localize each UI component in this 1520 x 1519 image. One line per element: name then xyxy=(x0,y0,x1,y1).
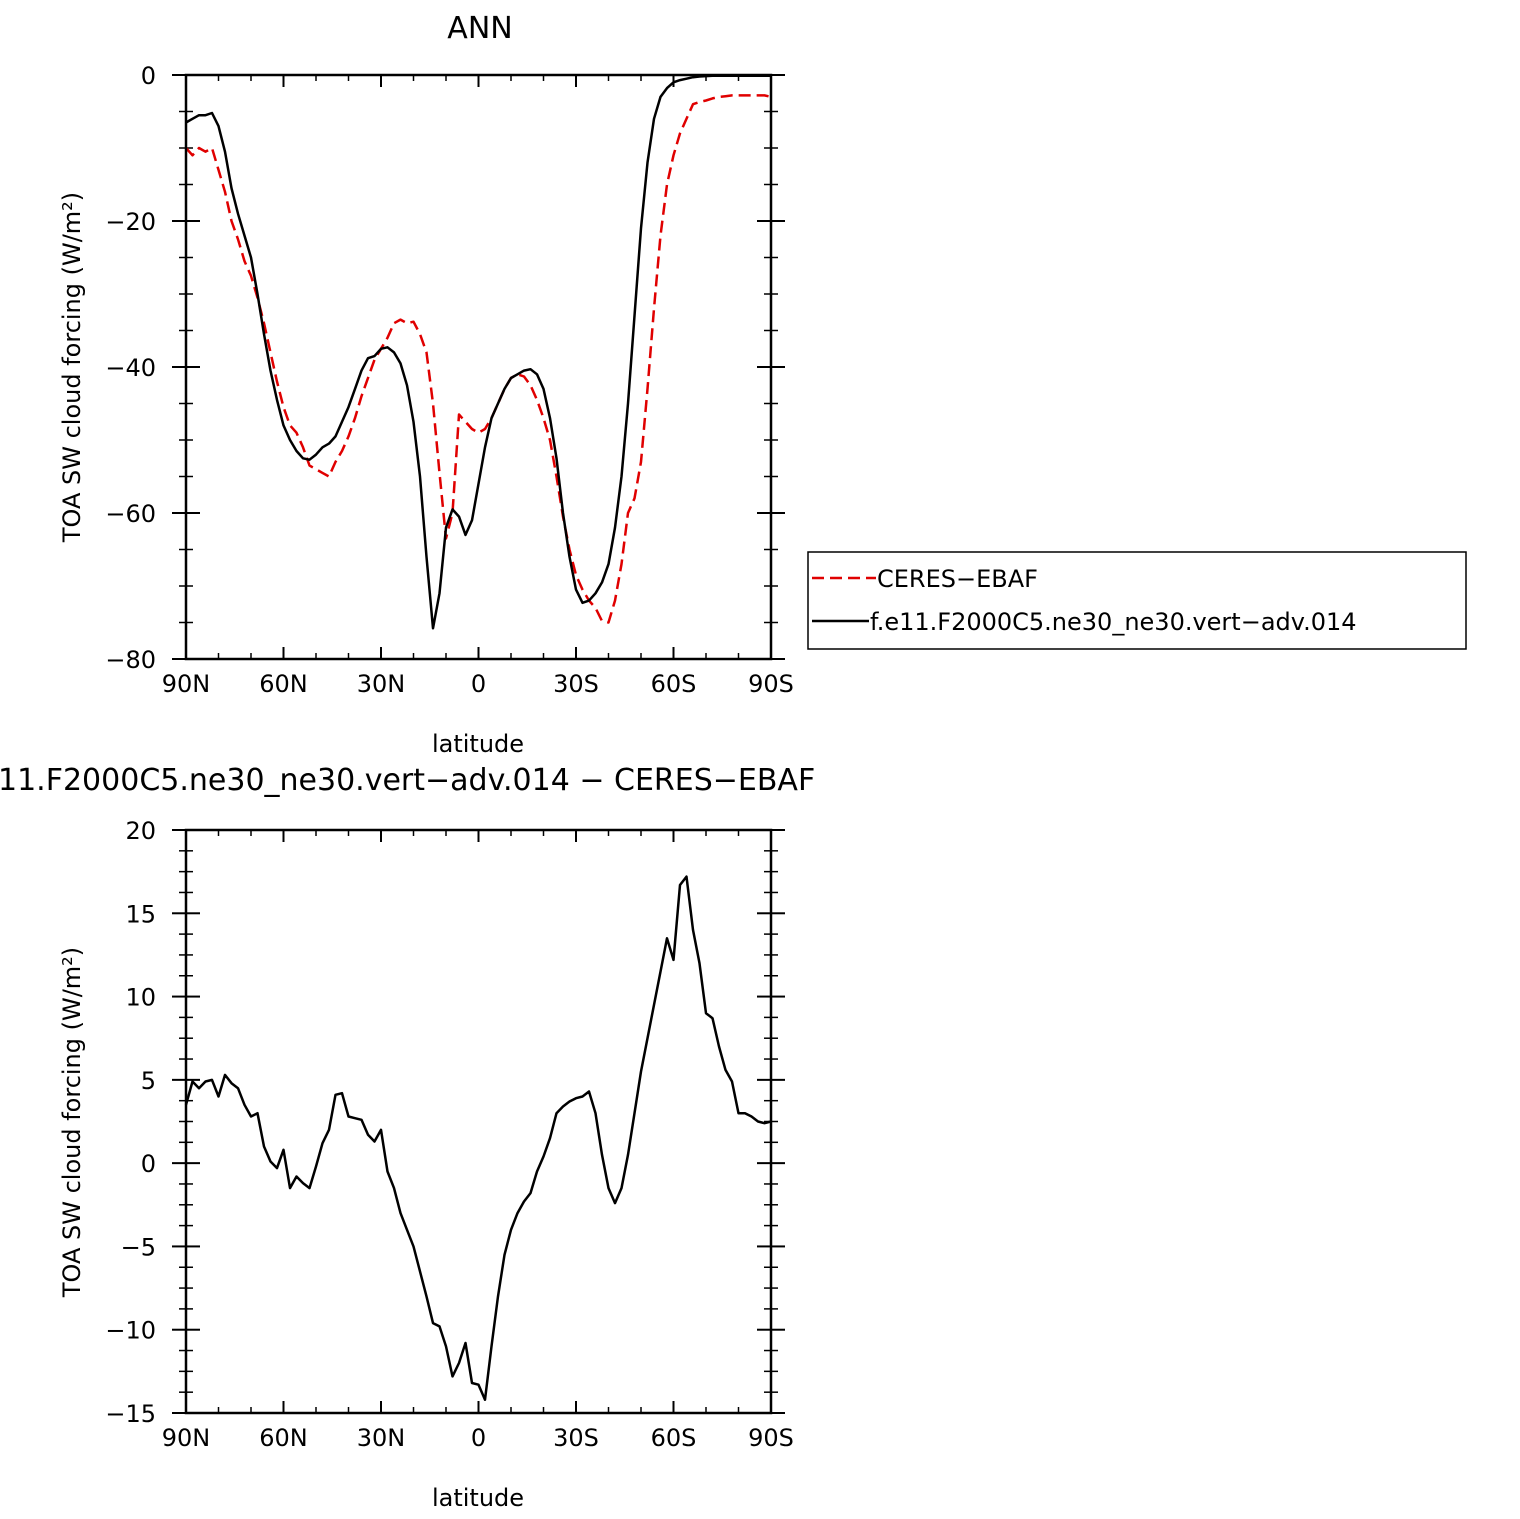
bottom-panel-title: 11.F2000C5.ne30_ne30.vert−adv.014 − CERE… xyxy=(0,763,815,798)
legend-label-model: f.e11.F2000C5.ne30_ne30.vert−adv.014 xyxy=(870,608,1357,636)
x-tick-label: 30S xyxy=(553,1424,599,1452)
x-tick-label: 90N xyxy=(162,670,211,698)
y-tick-label: −20 xyxy=(105,208,156,236)
y-tick-label: −80 xyxy=(105,646,156,674)
top-panel: ANN 90N 60N 30N 0 30S 60S 90S 0 −20 −40 −60 −80 lat… xyxy=(58,11,1467,758)
legend: CERES−EBAF f.e11.F2000C5.ne30_ne30.vert−… xyxy=(807,551,1467,650)
y-tick-label: −40 xyxy=(105,354,156,382)
top-axes-ticks xyxy=(172,74,785,660)
legend-box xyxy=(807,551,1467,650)
bottom-plot-frame xyxy=(184,828,773,1415)
y-tick-label: 20 xyxy=(125,817,156,845)
y-tick-label: 15 xyxy=(125,900,156,928)
top-plot-frame xyxy=(184,73,773,661)
x-tick-label: 30N xyxy=(357,1424,406,1452)
bottom-axes-ticks xyxy=(172,829,785,1414)
bottom-y-axis-label: TOA SW cloud forcing (W/m²) xyxy=(58,947,86,1298)
x-tick-label: 0 xyxy=(471,670,486,698)
x-tick-label: 0 xyxy=(471,1424,486,1452)
x-tick-label: 60N xyxy=(259,1424,308,1452)
y-tick-label: 10 xyxy=(125,984,156,1012)
top-panel-title: ANN xyxy=(447,11,512,46)
y-tick-label: 0 xyxy=(141,1150,156,1178)
x-tick-label: 90N xyxy=(162,1424,211,1452)
bottom-panel: 11.F2000C5.ne30_ne30.vert−adv.014 − CERE… xyxy=(0,763,815,1512)
y-tick-label: −60 xyxy=(105,500,156,528)
bottom-x-axis-label: latitude xyxy=(432,1484,524,1512)
x-tick-label: 90S xyxy=(748,670,794,698)
series-line-0-1 xyxy=(185,74,771,630)
bottom-tick-labels: 90N 60N 30N 0 30S 60S 90S 20 15 10 5 0 −5 −10 −15 xyxy=(105,817,794,1452)
y-tick-label: −5 xyxy=(121,1233,156,1261)
top-y-axis-label: TOA SW cloud forcing (W/m²) xyxy=(58,192,86,543)
x-tick-label: 60N xyxy=(259,670,308,698)
top-series-lines xyxy=(185,74,772,630)
bottom-series-lines xyxy=(184,875,772,1401)
x-tick-label: 30N xyxy=(357,670,406,698)
y-tick-label: −15 xyxy=(105,1400,156,1428)
series-line-1-0 xyxy=(184,875,772,1401)
series-line-0-0 xyxy=(185,94,772,624)
y-tick-label: −10 xyxy=(105,1317,156,1345)
y-tick-label: 0 xyxy=(141,62,156,90)
top-x-axis-label: latitude xyxy=(432,730,524,758)
y-tick-label: 5 xyxy=(141,1067,156,1095)
x-tick-label: 90S xyxy=(748,1424,794,1452)
legend-label-ceres: CERES−EBAF xyxy=(877,565,1038,593)
x-tick-label: 60S xyxy=(651,670,697,698)
top-tick-labels: 90N 60N 30N 0 30S 60S 90S 0 −20 −40 −60 −80 xyxy=(105,62,794,698)
x-tick-label: 60S xyxy=(651,1424,697,1452)
x-tick-label: 30S xyxy=(553,670,599,698)
